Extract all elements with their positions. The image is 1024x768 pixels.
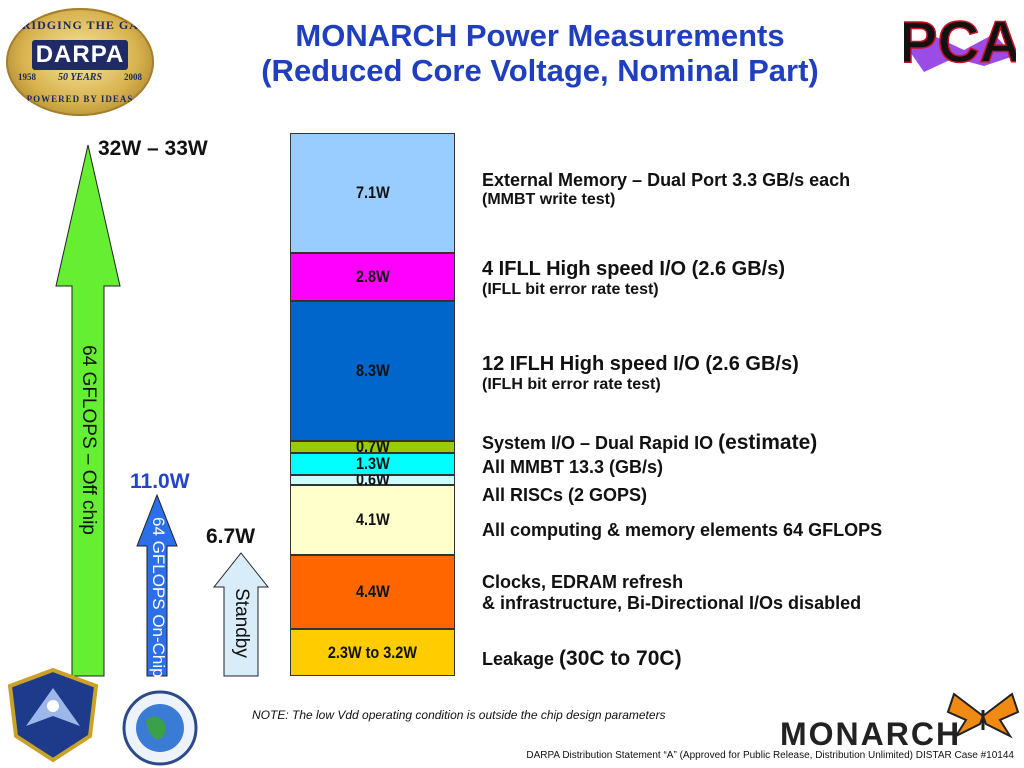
segment-description-8: External Memory – Dual Port 3.3 GB/s eac… — [482, 170, 850, 209]
bar-segment-label: 2.8W — [355, 267, 390, 286]
power-arrows — [55, 144, 270, 677]
title-line-1: MONARCH Power Measurements — [295, 18, 785, 53]
bar-segment-7: 2.8W — [290, 253, 455, 301]
off-chip-arrow-label: 64 GFLOPS – Off chip — [78, 345, 99, 535]
bar-segment-label: 2.3W to 3.2W — [327, 642, 418, 662]
description-emphasis: (30C to 70C) — [559, 647, 682, 670]
description-line-1: 12 IFLH High speed I/O (2.6 GB/s) — [482, 353, 799, 375]
page-title: MONARCH Power Measurements (Reduced Core… — [160, 18, 920, 88]
national-seal — [122, 690, 198, 766]
description-line-1: All computing & memory elements 64 GFLOP… — [482, 520, 883, 540]
bar-segment-2: 4.1W — [290, 485, 455, 555]
off-chip-value: 32W – 33W — [98, 137, 208, 160]
description-line-2: (IFLH bit error rate test) — [482, 376, 661, 393]
description-line-1: All RISCs (2 GOPS) — [482, 485, 648, 505]
bar-segment-label: 8.3W — [355, 361, 390, 381]
monarch-butterfly-icon — [946, 692, 1020, 739]
on-chip-value: 11.0W — [130, 470, 190, 493]
pca-logo-text: PCA — [904, 10, 1016, 75]
monarch-logo-text: MONARCH — [780, 716, 962, 752]
standby-arrow-label: Standby — [231, 588, 252, 658]
off-chip-arrow — [55, 144, 121, 677]
description-line-1: All MMBT 13.3 (GB/s) — [482, 457, 664, 477]
segment-description-4: All MMBT 13.3 (GB/s) — [482, 457, 663, 478]
on-chip-arrow-label: 64 GFLOPS On-Chip — [149, 517, 168, 678]
bar-segment-label: 4.1W — [355, 510, 390, 530]
description-line-1: System I/O – Dual Rapid IO (estimate) — [482, 431, 818, 454]
bar-segment-label: 0.7W — [355, 437, 390, 457]
description-line-1: Clocks, EDRAM refresh — [482, 572, 684, 592]
segment-description-3: All RISCs (2 GOPS) — [482, 485, 647, 506]
description-line-2: & infrastructure, Bi-Directional I/Os di… — [482, 593, 862, 613]
segment-description-5: System I/O – Dual Rapid IO (estimate) — [482, 431, 817, 455]
bar-segment-4: 1.3W — [290, 453, 455, 476]
bar-segment-label: 1.3W — [355, 454, 390, 474]
pca-logo: PCA — [904, 9, 1016, 76]
bar-segment-6: 8.3W — [290, 300, 455, 442]
description-emphasis: (estimate) — [718, 431, 818, 454]
segment-description-2: All computing & memory elements 64 GFLOP… — [482, 520, 882, 541]
description-line-2: (MMBT write test) — [482, 191, 616, 208]
darpa-logo: BRIDGING THE GAP DARPA 1958 50 YEARS 200… — [6, 8, 154, 116]
bar-segment-label: 7.1W — [355, 183, 390, 203]
segment-description-0: Leakage (30C to 70C) — [482, 647, 682, 671]
description-line-1: Leakage (30C to 70C) — [482, 647, 682, 670]
on-chip-arrow — [136, 493, 178, 677]
darpa-logo-year-left: 1958 — [18, 72, 36, 82]
title-line-2: (Reduced Core Voltage, Nominal Part) — [261, 53, 819, 88]
standby-value: 6.7W — [206, 525, 256, 548]
bar-segment-8: 7.1W — [290, 133, 455, 254]
footer-distribution: DARPA Distribution Statement “A” (Approv… — [526, 750, 1014, 761]
darpa-logo-year-right: 2008 — [124, 72, 142, 82]
bar-segment-5: 0.7W — [290, 437, 455, 456]
description-line-1: 4 IFLL High speed I/O (2.6 GB/s) — [482, 258, 786, 280]
description-line-2: (IFLL bit error rate test) — [482, 281, 659, 298]
bar-segment-1: 4.4W — [290, 554, 455, 630]
bar-segment-0: 2.3W to 3.2W — [290, 629, 455, 676]
darpa-logo-ring-top: BRIDGING THE GAP — [12, 18, 148, 32]
standby-arrow — [212, 552, 270, 677]
bar-segment-3: 0.6W — [290, 470, 455, 489]
darpa-logo-ring-bottom: POWERED BY IDEAS — [26, 94, 134, 104]
segment-description-1: Clocks, EDRAM refresh & infrastructure, B… — [482, 572, 861, 614]
segment-description-6: 12 IFLH High speed I/O (2.6 GB/s) (IFLH b… — [482, 353, 799, 394]
darpa-logo-name: DARPA — [32, 40, 128, 70]
description-line-1: External Memory – Dual Port 3.3 GB/s eac… — [482, 170, 851, 190]
segment-description-7: 4 IFLL High speed I/O (2.6 GB/s) (IFLL bi… — [482, 258, 785, 299]
darpa-logo-middle: 50 YEARS — [58, 72, 102, 83]
air-force-research-lab-seal — [7, 667, 99, 763]
note-text: NOTE: The low Vdd operating condition is… — [252, 708, 666, 722]
bar-segment-label: 4.4W — [355, 582, 390, 602]
